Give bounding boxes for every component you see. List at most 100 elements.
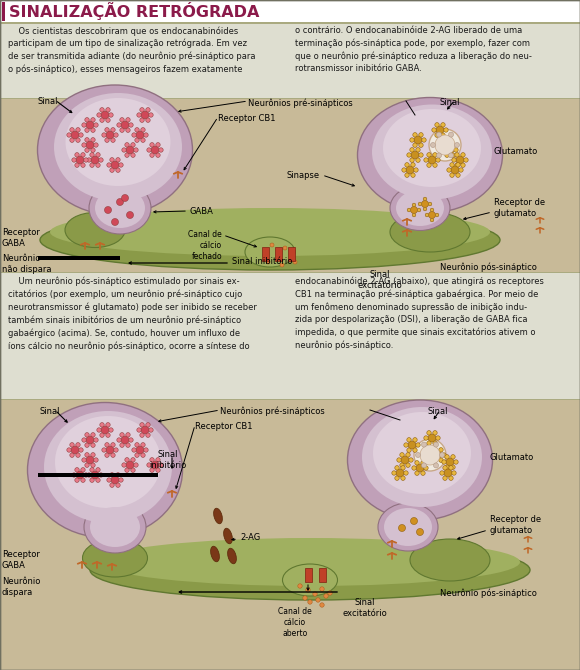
Circle shape <box>156 153 160 157</box>
Text: Sinal
excitatório: Sinal excitatório <box>358 270 403 290</box>
Circle shape <box>433 448 437 452</box>
Circle shape <box>119 163 123 168</box>
Circle shape <box>443 476 447 480</box>
Circle shape <box>86 121 94 129</box>
Text: Sinal: Sinal <box>440 98 461 107</box>
Circle shape <box>141 127 145 132</box>
Circle shape <box>136 446 144 454</box>
Ellipse shape <box>100 538 520 586</box>
Circle shape <box>437 132 441 137</box>
Circle shape <box>451 465 455 470</box>
Circle shape <box>439 458 443 462</box>
Circle shape <box>422 138 426 142</box>
Circle shape <box>71 446 79 454</box>
Circle shape <box>400 463 404 468</box>
Circle shape <box>146 433 150 438</box>
Circle shape <box>405 173 409 178</box>
Circle shape <box>415 452 420 458</box>
Text: Receptor
GABA: Receptor GABA <box>2 550 40 570</box>
Circle shape <box>422 442 426 447</box>
Bar <box>0 0 580 22</box>
Circle shape <box>76 156 84 164</box>
Circle shape <box>91 137 95 142</box>
Ellipse shape <box>65 212 125 247</box>
Circle shape <box>76 453 80 458</box>
Circle shape <box>106 118 110 123</box>
Circle shape <box>114 448 118 452</box>
Text: Sinal
inibitório: Sinal inibitório <box>150 450 187 470</box>
Circle shape <box>423 197 427 201</box>
Ellipse shape <box>410 539 490 581</box>
Circle shape <box>137 113 141 117</box>
Circle shape <box>101 426 109 434</box>
Circle shape <box>449 466 453 470</box>
Circle shape <box>434 451 442 459</box>
Circle shape <box>427 441 431 446</box>
Circle shape <box>70 453 74 458</box>
Circle shape <box>433 442 438 447</box>
Circle shape <box>147 148 151 152</box>
Circle shape <box>67 448 71 452</box>
Ellipse shape <box>347 400 492 520</box>
Text: Sinal: Sinal <box>38 97 59 106</box>
Ellipse shape <box>282 564 338 596</box>
Circle shape <box>408 441 416 449</box>
Circle shape <box>406 166 414 174</box>
Circle shape <box>401 466 405 470</box>
Circle shape <box>91 463 95 468</box>
Circle shape <box>433 163 437 168</box>
Circle shape <box>85 148 89 152</box>
Circle shape <box>94 143 98 147</box>
Circle shape <box>414 136 422 144</box>
Circle shape <box>427 163 431 168</box>
Circle shape <box>422 463 426 468</box>
Circle shape <box>126 443 130 448</box>
Circle shape <box>111 443 115 447</box>
Circle shape <box>461 163 465 168</box>
Circle shape <box>454 460 458 464</box>
Circle shape <box>421 471 425 476</box>
Circle shape <box>444 128 448 132</box>
Circle shape <box>414 168 418 172</box>
Circle shape <box>107 478 111 482</box>
Circle shape <box>85 453 89 457</box>
Circle shape <box>76 443 80 447</box>
Bar <box>0 399 580 400</box>
Bar <box>38 473 158 477</box>
Circle shape <box>72 473 76 477</box>
Circle shape <box>409 458 413 462</box>
Circle shape <box>76 138 80 143</box>
Circle shape <box>433 153 437 157</box>
Circle shape <box>416 464 424 472</box>
Circle shape <box>101 111 109 119</box>
Circle shape <box>109 428 113 432</box>
Circle shape <box>70 138 74 143</box>
Circle shape <box>411 163 415 167</box>
Ellipse shape <box>90 507 140 547</box>
Text: Neurônio
dispara: Neurônio dispara <box>2 577 41 597</box>
Circle shape <box>398 525 405 531</box>
Circle shape <box>110 157 114 162</box>
Circle shape <box>141 443 145 447</box>
Circle shape <box>433 458 437 462</box>
Ellipse shape <box>224 528 233 544</box>
Text: Sinal: Sinal <box>428 407 448 416</box>
Circle shape <box>104 206 111 214</box>
Circle shape <box>96 153 100 157</box>
Circle shape <box>121 121 129 129</box>
Circle shape <box>90 478 94 482</box>
Circle shape <box>428 434 436 442</box>
Circle shape <box>100 108 104 112</box>
Text: GABA: GABA <box>190 206 214 216</box>
Circle shape <box>397 458 401 462</box>
Circle shape <box>446 458 454 466</box>
Text: Canal de
cálcio
fechado: Canal de cálcio fechado <box>188 230 222 261</box>
Circle shape <box>70 443 74 447</box>
Circle shape <box>137 428 141 432</box>
Circle shape <box>136 131 144 139</box>
Circle shape <box>126 128 130 133</box>
Circle shape <box>433 441 437 446</box>
Circle shape <box>159 463 163 467</box>
Circle shape <box>424 158 428 162</box>
Circle shape <box>456 163 460 167</box>
